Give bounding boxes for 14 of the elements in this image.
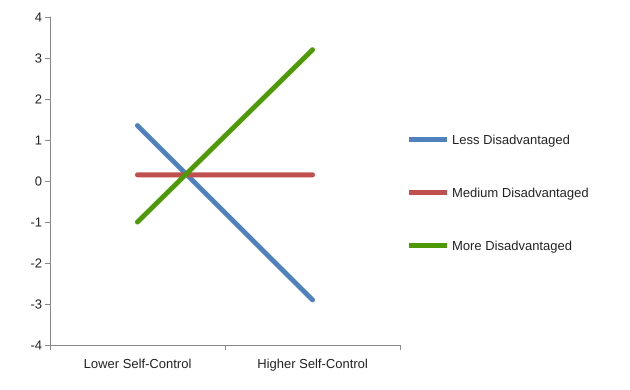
y-tick-label: 4: [34, 10, 42, 24]
x-tick-label: Higher Self-Control: [257, 356, 368, 371]
y-tick-label: -2: [30, 256, 42, 270]
legend-label: Medium Disadvantaged: [452, 185, 589, 200]
y-tick-label: 1: [34, 132, 42, 148]
x-tick-label: Lower Self-Control: [84, 356, 192, 371]
y-tick-label: 3: [34, 50, 42, 66]
y-tick-label: -4: [30, 338, 42, 352]
y-tick-label: 0: [34, 174, 42, 188]
legend-label: More Disadvantaged: [452, 238, 572, 253]
y-tick-label: 2: [34, 92, 42, 106]
legend-label: Less Disadvantaged: [452, 132, 570, 147]
y-tick-label: -1: [30, 214, 42, 230]
y-tick-label: -3: [30, 296, 42, 312]
